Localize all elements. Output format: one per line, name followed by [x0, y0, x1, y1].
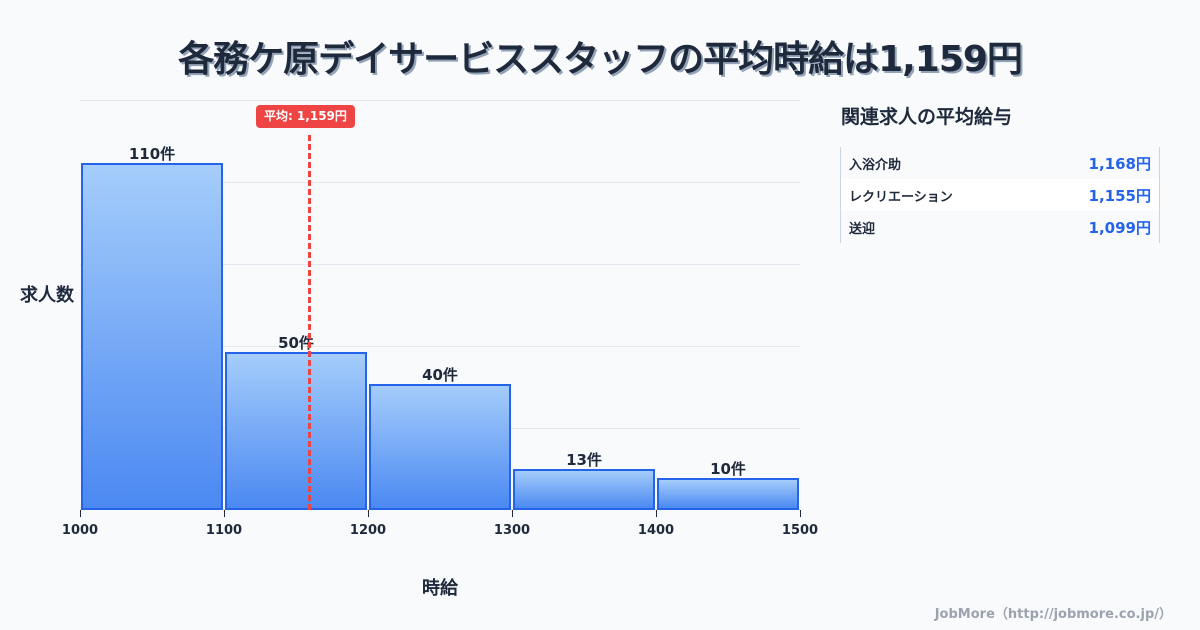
page-title: 各務ケ原デイサービススタッフの平均時給は1,159円 — [178, 39, 1023, 80]
related-row[interactable]: 入浴介助 1,168円 — [841, 147, 1159, 179]
histogram-bar — [657, 478, 799, 510]
bar-count-label: 40件 — [422, 365, 458, 384]
bar-count-label: 10件 — [710, 460, 746, 479]
x-axis-tick — [224, 510, 225, 517]
histogram-bar — [225, 352, 367, 510]
related-row[interactable]: レクリエーション 1,155円 — [841, 179, 1159, 211]
related-jobs-panel: 関連求人の平均給与 入浴介助 1,168円 レクリエーション 1,155円 送迎… — [840, 102, 1160, 243]
histogram-bar — [369, 383, 511, 510]
x-axis-tick — [656, 510, 657, 517]
x-axis-tick — [80, 510, 81, 517]
x-tick-label: 1000 — [61, 523, 99, 538]
bar-count-label: 50件 — [278, 334, 314, 353]
x-axis-tick — [368, 510, 369, 517]
x-axis-tick — [512, 510, 513, 517]
related-table: 入浴介助 1,168円 レクリエーション 1,155円 送迎 1,099円 — [840, 147, 1160, 243]
y-axis-label: 求人数 — [20, 285, 74, 306]
x-axis-label: 時給 — [422, 578, 458, 599]
x-tick-label: 1300 — [493, 523, 531, 538]
x-tick-label: 1200 — [349, 523, 387, 538]
x-tick-label: 1100 — [205, 523, 243, 538]
gridline — [80, 264, 800, 265]
related-row[interactable]: 送迎 1,099円 — [841, 211, 1159, 243]
x-tick-label: 1400 — [637, 523, 675, 538]
related-title: 関連求人の平均給与 — [841, 106, 1013, 128]
x-tick-label: 1500 — [781, 523, 819, 538]
mean-dashed-line — [307, 135, 311, 510]
histogram-plot: 110件 50件 40件 13件 10件 平均: 1,159円 — [80, 100, 800, 510]
related-name: レクリエーション — [849, 189, 953, 205]
related-value: 1,155円 — [1088, 186, 1151, 205]
bar-count-label: 13件 — [566, 451, 602, 469]
histogram-bar — [513, 469, 655, 510]
related-name: 入浴介助 — [849, 157, 902, 173]
related-value: 1,168円 — [1088, 154, 1151, 173]
gridline — [80, 346, 800, 347]
gridline — [80, 182, 800, 183]
footer-credit[interactable]: JobMore（http://jobmore.co.jp/） — [934, 607, 1172, 622]
x-axis-tick — [800, 510, 801, 517]
histogram-bar — [81, 163, 223, 510]
bar-count-label: 110件 — [128, 145, 176, 164]
mean-badge: 平均: 1,159円 — [255, 105, 355, 128]
gridline — [80, 100, 800, 101]
related-value: 1,099円 — [1088, 218, 1151, 237]
related-name: 送迎 — [849, 221, 876, 237]
